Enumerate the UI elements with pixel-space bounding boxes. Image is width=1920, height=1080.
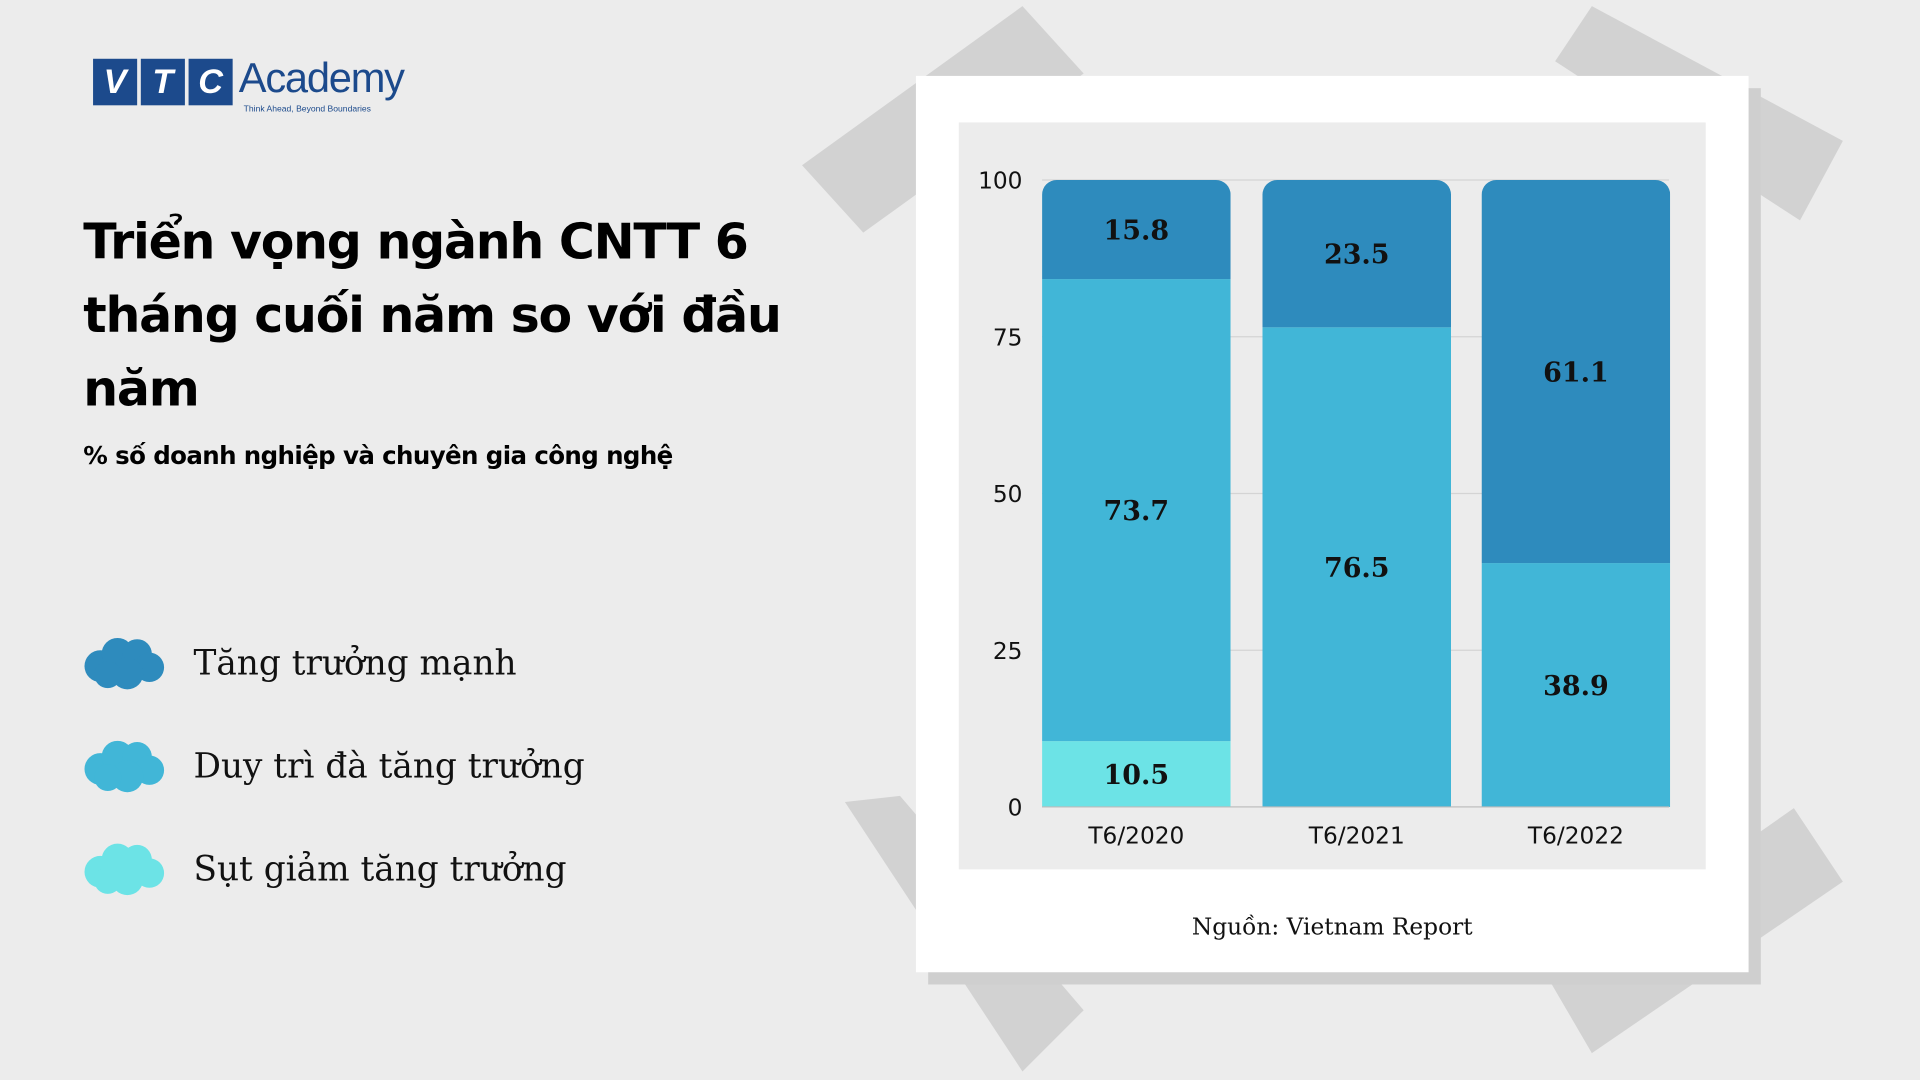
y-tick-label: 25	[993, 638, 1023, 665]
logo-word: Academy	[238, 55, 405, 102]
legend-label: Duy trì đà tăng trưởng	[193, 745, 585, 786]
x-tick-label: T6/2021	[1308, 823, 1405, 850]
x-tick-label: T6/2020	[1087, 823, 1184, 850]
y-tick-label: 50	[993, 481, 1023, 508]
data-label: 15.8	[1104, 215, 1170, 246]
logo-letter: T	[140, 58, 185, 106]
cloud-icon	[84, 740, 165, 793]
y-tick-label: 75	[993, 324, 1023, 351]
vtc-academy-logo: V T C Academy Think Ahead, Beyond Bounda…	[93, 55, 405, 115]
cloud-icon	[84, 637, 165, 690]
data-label: 61.1	[1543, 357, 1609, 388]
heading-block: Triển vọng ngành CNTT 6 tháng cuối năm s…	[83, 206, 891, 473]
data-label: 73.7	[1104, 496, 1170, 527]
legend-label: Tăng trưởng mạnh	[193, 642, 517, 683]
bar-segment	[1262, 180, 1452, 328]
bar-segment	[1042, 741, 1231, 807]
data-label: 10.5	[1104, 760, 1170, 791]
cloud-icon	[84, 843, 165, 896]
x-tick-label: T6/2022	[1527, 823, 1624, 850]
logo-letter: C	[188, 58, 233, 106]
data-label: 23.5	[1324, 239, 1390, 270]
bar-segment	[1481, 180, 1671, 564]
logo-tagline: Think Ahead, Beyond Boundaries	[243, 105, 371, 114]
source-note: Nguồn: Vietnam Report	[1191, 913, 1473, 941]
legend-item: Tăng trưởng mạnh	[81, 634, 517, 690]
data-label: 76.5	[1324, 553, 1390, 584]
y-tick-label: 0	[1008, 795, 1023, 822]
page-subtitle: % số doanh nghiệp và chuyên gia công ngh…	[83, 440, 673, 471]
bar-segment	[1481, 563, 1671, 807]
legend-item: Duy trì đà tăng trưởng	[81, 737, 585, 793]
stacked-bar-chart: 0 25 50 75 100 10.5 73.7 15.8 T6/2020 76.5 23.5 T6/…	[978, 168, 1671, 850]
data-label: 38.9	[1543, 671, 1609, 702]
page-title: Triển vọng ngành CNTT 6 tháng cuối năm s…	[83, 214, 782, 418]
legend-item: Sụt giảm tăng trưởng	[81, 840, 567, 896]
logo-letter: V	[93, 58, 138, 106]
bar-segment	[1042, 279, 1231, 742]
bar-segment	[1042, 180, 1231, 280]
y-tick-label: 100	[978, 168, 1022, 195]
legend-label: Sụt giảm tăng trưởng	[193, 847, 567, 889]
bar-segment	[1262, 327, 1452, 807]
